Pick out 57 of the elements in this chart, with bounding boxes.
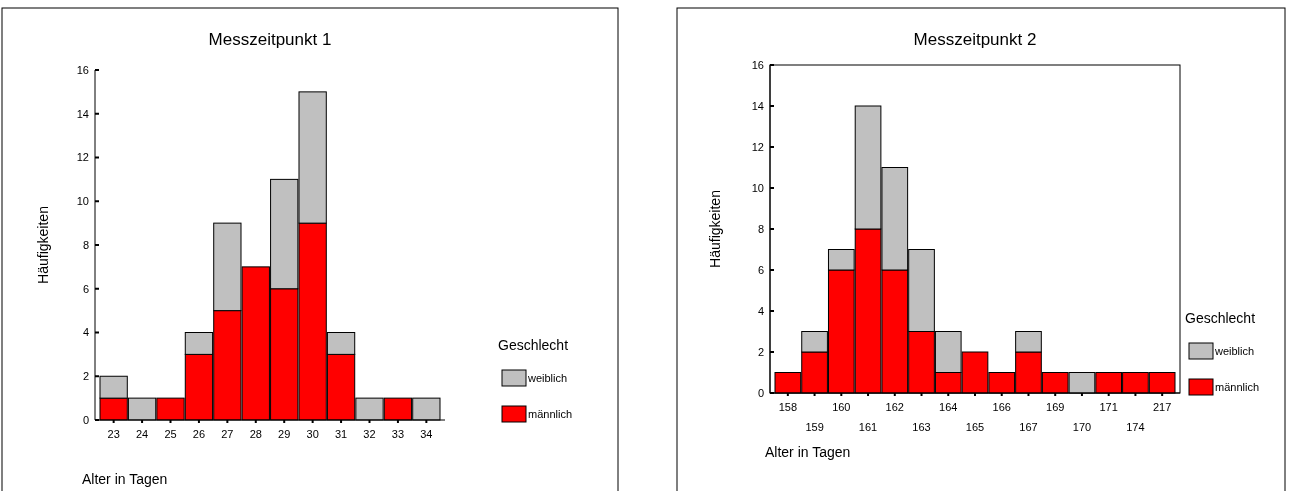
x-tick-label: 25 — [164, 428, 177, 440]
x-tick-label: 174 — [1126, 421, 1145, 433]
x-tick-label: 166 — [992, 401, 1011, 413]
y-tick-label: 10 — [751, 181, 764, 194]
y-tick-label: 8 — [82, 238, 89, 251]
legend-label: männlich — [528, 408, 573, 420]
x-tick-label: 170 — [1072, 421, 1092, 433]
x-tick-label: 162 — [885, 401, 904, 413]
y-tick-label: 14 — [751, 99, 764, 112]
y-axis-title: Häufigkeiten — [35, 206, 51, 284]
x-tick-label: 29 — [278, 428, 291, 440]
y-tick-label: 16 — [76, 63, 89, 76]
x-tick-label: 33 — [391, 428, 405, 440]
legend-label: männlich — [1215, 381, 1260, 393]
legend-title: Geschlecht — [498, 337, 569, 353]
y-tick-label: 12 — [76, 151, 89, 164]
chart-title: Messzeitpunkt 1 — [208, 30, 332, 49]
x-tick-label: 165 — [965, 421, 985, 433]
y-tick-label: 16 — [751, 58, 764, 71]
x-tick-label: 23 — [107, 428, 120, 440]
y-tick-label: 14 — [76, 107, 89, 120]
legend-label: weiblich — [527, 372, 568, 384]
x-tick-label: 217 — [1152, 401, 1172, 413]
x-axis-title: Alter in Tagen — [82, 471, 168, 487]
x-tick-label: 167 — [1019, 421, 1038, 433]
x-tick-label: 160 — [832, 401, 851, 413]
x-tick-label: 28 — [249, 428, 262, 440]
x-tick-label: 24 — [135, 428, 149, 440]
legend-label: weiblich — [1214, 345, 1255, 357]
y-tick-label: 12 — [751, 140, 764, 153]
y-tick-label: 0 — [757, 386, 764, 399]
x-tick-label: 158 — [778, 401, 798, 413]
y-tick-label: 8 — [757, 222, 764, 235]
x-tick-label: 30 — [306, 428, 319, 440]
y-tick-label: 6 — [757, 263, 764, 276]
y-tick-label: 6 — [82, 282, 89, 295]
legend-title: Geschlecht — [1185, 310, 1256, 326]
x-tick-label: 27 — [221, 428, 234, 440]
x-tick-label: 169 — [1046, 401, 1065, 413]
y-tick-label: 2 — [757, 345, 764, 358]
x-tick-label: 164 — [939, 401, 958, 413]
x-tick-label: 163 — [912, 421, 931, 433]
x-axis-title: Alter in Tagen — [765, 444, 851, 460]
x-tick-label: 171 — [1099, 401, 1118, 413]
x-tick-label: 161 — [858, 421, 878, 433]
chart-title: Messzeitpunkt 2 — [913, 30, 1037, 49]
x-tick-label: 32 — [363, 428, 376, 440]
y-tick-label: 2 — [82, 370, 89, 383]
x-tick-label: 34 — [420, 428, 433, 440]
y-tick-label: 4 — [82, 326, 89, 339]
y-tick-label: 4 — [757, 304, 764, 317]
x-tick-label: 26 — [192, 428, 206, 440]
x-tick-label: 31 — [334, 428, 348, 440]
y-axis-title: Häufigkeiten — [707, 190, 723, 268]
y-tick-label: 10 — [76, 195, 89, 208]
y-tick-label: 0 — [82, 413, 89, 426]
x-tick-label: 159 — [805, 421, 824, 433]
